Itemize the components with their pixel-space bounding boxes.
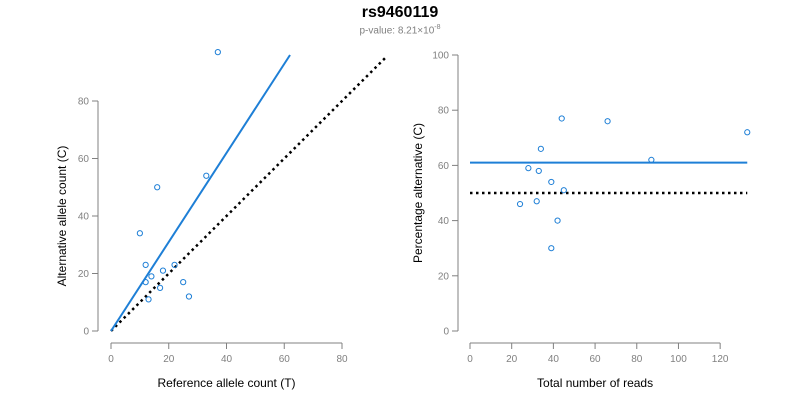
data-point (136, 230, 143, 237)
data-point (648, 156, 655, 163)
data-point (214, 49, 221, 56)
chart-title: rs9460119 (361, 4, 439, 21)
data-point (154, 184, 161, 191)
data-point (535, 167, 542, 175)
p-value-text: p-value: 8.21×10 (359, 25, 435, 37)
y-tick-label: 60 (438, 161, 450, 172)
y-tick-label: 60 (78, 154, 90, 165)
x-tick-label: 0 (467, 354, 473, 365)
data-point (159, 267, 167, 274)
x-tick-label: 0 (108, 354, 114, 365)
data-point (156, 284, 164, 291)
x-tick-label: 80 (631, 354, 643, 365)
data-point (180, 279, 187, 286)
x-axis-title: Reference allele count (T) (157, 376, 295, 390)
y-tick-label: 0 (83, 327, 89, 338)
y-tick-label: 40 (438, 216, 450, 227)
y-axis-title: Alternative allele count (C) (55, 146, 69, 287)
data-point (548, 245, 555, 252)
data-point (560, 187, 567, 194)
y-tick-label: 0 (443, 327, 449, 338)
x-tick-label: 40 (221, 354, 233, 365)
y-axis-title: Percentage alternative (C) (411, 123, 425, 263)
x-tick-label: 60 (590, 354, 602, 365)
x-tick-label: 40 (548, 354, 560, 365)
data-point (142, 279, 149, 286)
percentage-alternative-scatter-plot: 0 20 40 60 80 100 120 0 20 40 60 80 100 Total number … (411, 51, 751, 390)
data-point (554, 217, 561, 224)
reference-line (110, 56, 387, 332)
y-tick-label: 40 (78, 212, 90, 223)
data-point (203, 172, 210, 179)
y-tick-label: 80 (438, 106, 450, 117)
p-value-exponent: -8 (434, 24, 441, 31)
data-point (142, 261, 149, 268)
data-point (537, 145, 544, 152)
x-tick-label: 20 (163, 354, 175, 365)
fit-line (110, 54, 291, 332)
data-point (185, 293, 193, 300)
data-point (145, 296, 152, 303)
x-axis-title: Total number of reads (537, 376, 653, 390)
x-tick-label: 120 (712, 354, 729, 365)
chart-subtitle: p-value: 8.21×10-8 (0, 24, 800, 36)
x-tick-label: 80 (336, 354, 348, 365)
y-tick-label: 20 (438, 271, 450, 282)
data-point (148, 273, 155, 280)
data-point (171, 261, 178, 268)
x-tick-label: 100 (670, 354, 687, 365)
x-tick-label: 20 (506, 354, 518, 365)
y-tick-label: 20 (78, 269, 90, 280)
data-point (744, 129, 751, 136)
y-tick-label: 80 (78, 97, 90, 108)
y-tick-label: 100 (432, 51, 449, 62)
data-point (533, 198, 540, 205)
data-point (548, 178, 555, 186)
data-point (558, 115, 565, 122)
x-tick-label: 60 (279, 354, 291, 365)
allele-count-scatter-plot: 0 20 40 60 80 0 20 40 60 80 Reference allele count… (55, 49, 387, 390)
data-point (604, 118, 611, 125)
data-point (516, 200, 524, 208)
data-point (525, 165, 532, 172)
